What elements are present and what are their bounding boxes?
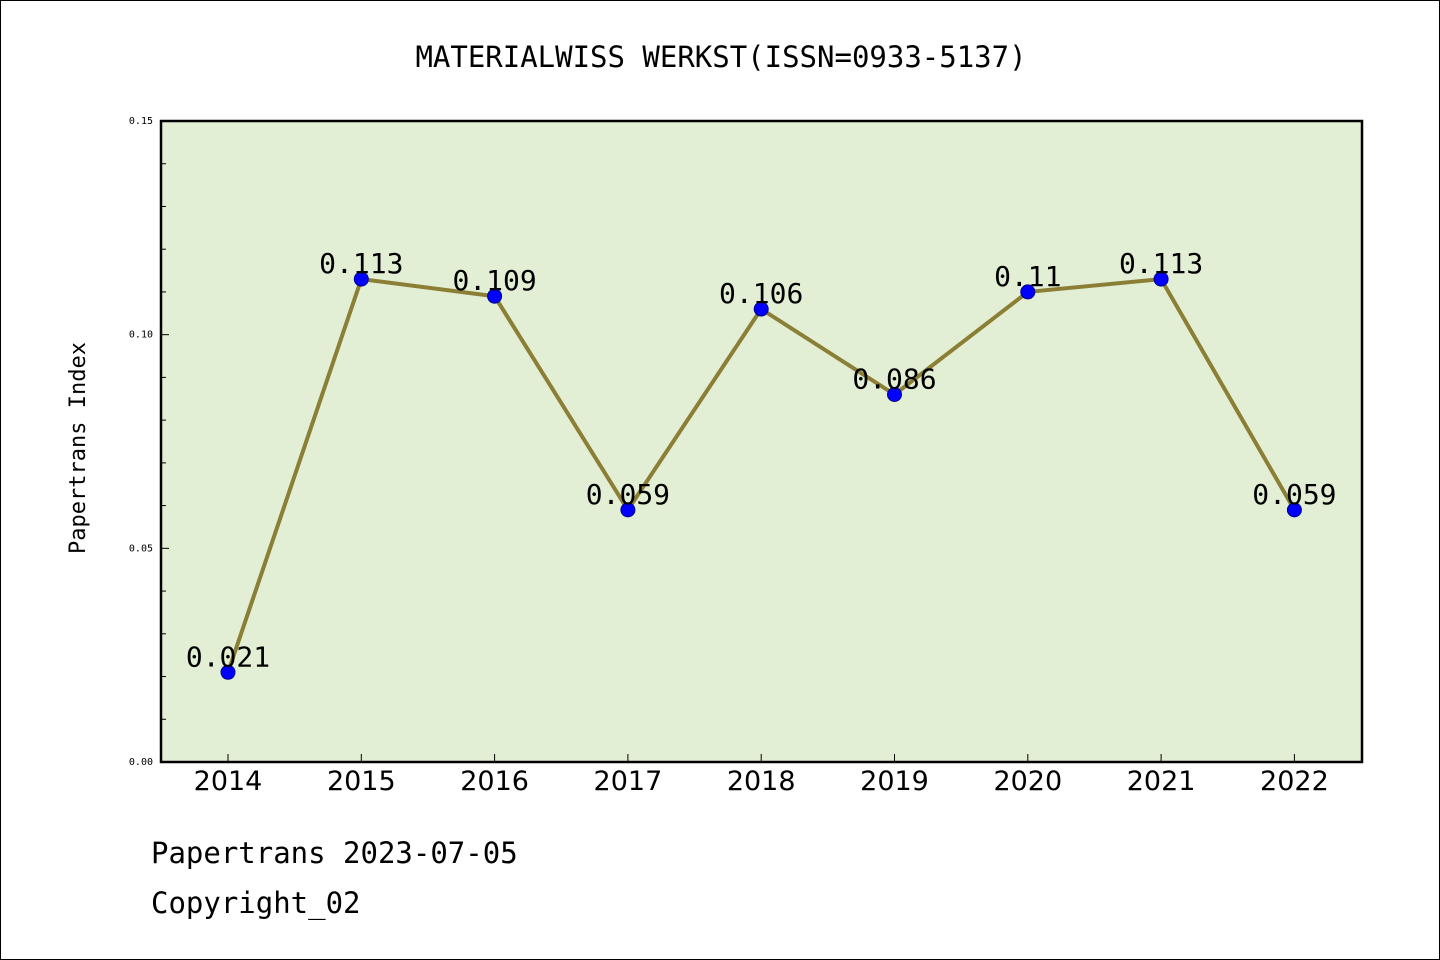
x-tick-label: 2015 bbox=[327, 766, 396, 797]
plot-area: 0.00 0.05 0.10 0.15 2014 2015 2016 2017 2018 2019… bbox=[129, 116, 1364, 797]
data-point bbox=[220, 664, 236, 680]
data-point bbox=[620, 502, 636, 518]
data-point bbox=[1153, 271, 1169, 287]
x-tick-label: 2017 bbox=[594, 766, 663, 797]
data-label: 0.021 bbox=[186, 640, 270, 673]
data-point bbox=[753, 301, 769, 317]
data-label: 0.059 bbox=[1252, 478, 1336, 511]
x-tick-label: 2018 bbox=[727, 766, 796, 797]
y-tick-label: 0.10 bbox=[129, 330, 153, 341]
x-tick-label: 2022 bbox=[1260, 766, 1329, 797]
data-point bbox=[1020, 284, 1036, 300]
footer-date: Papertrans 2023-07-05 bbox=[151, 836, 518, 870]
data-label: 0.106 bbox=[719, 277, 803, 310]
plot-background bbox=[159, 119, 1364, 764]
x-tick-label: 2020 bbox=[993, 766, 1062, 797]
y-tick-label: 0.05 bbox=[129, 543, 153, 554]
y-tick-label: 0.00 bbox=[129, 757, 153, 768]
data-label: 0.086 bbox=[852, 362, 936, 395]
data-label: 0.113 bbox=[319, 247, 403, 280]
chart-title: MATERIALWISS WERKST(ISSN=0933-5137) bbox=[415, 40, 1026, 74]
data-point bbox=[887, 386, 902, 402]
data-label: 0.109 bbox=[452, 264, 536, 297]
y-tick-label: 0.15 bbox=[129, 116, 153, 127]
data-label: 0.059 bbox=[586, 478, 670, 511]
x-tick-label: 2019 bbox=[860, 766, 929, 797]
data-label: 0.11 bbox=[994, 260, 1061, 293]
y-axis-label: Papertrans Index bbox=[66, 342, 91, 554]
data-point bbox=[353, 271, 369, 287]
footer-copyright: Copyright_02 bbox=[151, 886, 361, 920]
data-label: 0.113 bbox=[1119, 247, 1203, 280]
x-tick-label: 2014 bbox=[194, 766, 263, 797]
data-point bbox=[1286, 502, 1302, 518]
x-tick-label: 2021 bbox=[1127, 766, 1196, 797]
data-point bbox=[487, 288, 503, 304]
x-tick-label: 2016 bbox=[460, 766, 529, 797]
